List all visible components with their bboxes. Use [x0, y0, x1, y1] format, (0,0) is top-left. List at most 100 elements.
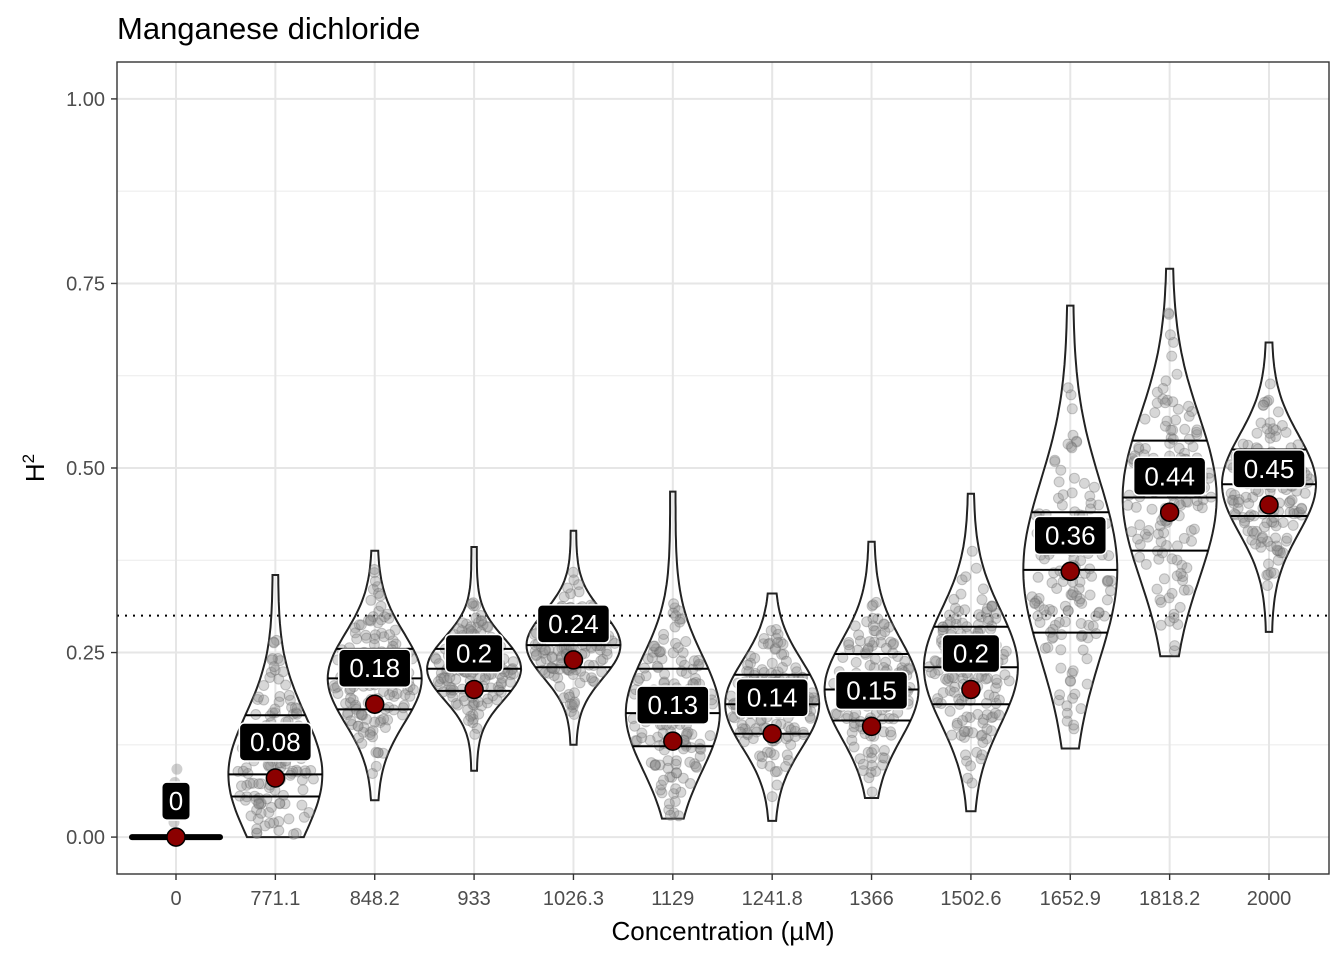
data-point	[1068, 719, 1080, 731]
mean-label: 0.36	[1045, 520, 1096, 550]
data-point	[389, 624, 401, 636]
data-point	[447, 691, 459, 703]
data-point	[903, 662, 915, 674]
data-point	[1066, 442, 1078, 454]
data-point	[1280, 426, 1292, 438]
data-point	[1139, 528, 1151, 540]
data-point	[404, 690, 416, 702]
data-point	[727, 711, 739, 723]
data-point	[1161, 415, 1173, 427]
data-point	[1055, 464, 1067, 476]
violin-shape	[326, 549, 423, 802]
data-point	[430, 653, 442, 665]
data-point	[965, 760, 977, 772]
data-point	[1293, 506, 1305, 518]
data-point	[959, 604, 971, 616]
data-point	[1261, 396, 1273, 408]
mean-label-box	[735, 677, 809, 718]
data-point	[772, 637, 784, 648]
data-point	[951, 719, 963, 731]
data-point	[680, 730, 692, 742]
data-point	[1079, 567, 1091, 579]
data-point	[981, 603, 993, 615]
y-tick-label: 0.25	[66, 643, 105, 665]
data-point	[251, 827, 263, 839]
data-point	[1155, 536, 1167, 548]
data-point	[1078, 477, 1090, 489]
data-point	[999, 669, 1011, 681]
data-point	[374, 590, 386, 602]
data-point	[656, 787, 668, 799]
data-point	[1046, 605, 1058, 617]
data-point	[658, 633, 670, 645]
data-point	[597, 653, 609, 665]
data-point	[363, 614, 374, 626]
data-point	[1029, 597, 1041, 609]
data-point	[1243, 498, 1255, 509]
data-point	[566, 699, 578, 711]
x-tick-label: 933	[457, 888, 490, 910]
data-point	[1155, 619, 1167, 631]
mean-label-box	[444, 633, 504, 674]
data-point	[1263, 558, 1274, 570]
data-point	[670, 758, 682, 770]
data-point	[673, 810, 685, 822]
data-point	[1071, 590, 1083, 602]
data-point	[1167, 336, 1179, 348]
data-point	[1049, 456, 1061, 468]
data-point	[975, 753, 987, 765]
data-point	[1264, 378, 1276, 390]
data-point	[496, 672, 508, 684]
data-point	[1068, 723, 1080, 735]
data-point	[579, 671, 591, 683]
data-point	[879, 752, 890, 764]
data-point	[368, 564, 380, 575]
data-point	[397, 702, 409, 714]
data-point	[870, 765, 882, 777]
data-point	[854, 635, 866, 647]
data-point	[885, 729, 897, 741]
data-point	[675, 786, 687, 798]
data-point	[1143, 525, 1155, 536]
data-point	[1171, 368, 1183, 380]
data-point	[1067, 586, 1079, 598]
mean-label-box	[161, 781, 191, 821]
data-point	[353, 732, 365, 744]
data-point	[867, 640, 878, 652]
data-point	[647, 646, 659, 658]
data-point	[957, 715, 968, 726]
data-point	[376, 627, 388, 639]
data-point	[475, 615, 487, 627]
data-point	[1169, 640, 1181, 652]
data-point	[1075, 555, 1087, 567]
violin-group: 0.18	[326, 549, 423, 802]
data-point	[990, 674, 1002, 686]
data-point	[842, 710, 854, 722]
data-point	[1073, 583, 1085, 595]
data-point	[1172, 619, 1184, 630]
data-point	[776, 648, 788, 660]
data-point	[495, 679, 507, 690]
data-point	[438, 672, 450, 684]
data-point	[990, 613, 1002, 624]
data-point	[1167, 433, 1179, 445]
data-point	[491, 694, 503, 706]
data-point	[268, 817, 280, 829]
mean-point	[663, 731, 683, 751]
data-point	[849, 620, 861, 632]
data-point	[267, 653, 278, 664]
data-point	[1026, 591, 1038, 603]
data-point	[1163, 308, 1175, 320]
data-point	[373, 587, 385, 599]
data-point	[640, 670, 652, 682]
data-point	[1240, 491, 1252, 503]
data-point	[280, 679, 292, 691]
data-point	[461, 618, 473, 630]
data-point	[247, 777, 259, 789]
violin-shape	[823, 540, 920, 799]
data-point	[546, 651, 558, 663]
data-point	[1191, 426, 1202, 438]
data-point	[1152, 528, 1164, 540]
data-point	[867, 620, 879, 632]
data-point	[1157, 547, 1168, 559]
